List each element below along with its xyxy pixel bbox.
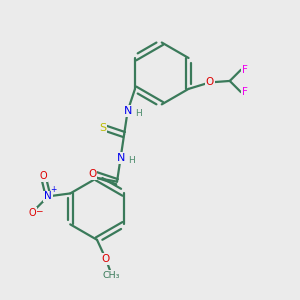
Text: H: H xyxy=(128,156,135,165)
Text: O: O xyxy=(88,169,96,179)
Text: +: + xyxy=(50,185,57,194)
Text: H: H xyxy=(136,109,142,118)
Text: −: − xyxy=(35,207,43,216)
Text: F: F xyxy=(242,65,248,75)
Text: CH₃: CH₃ xyxy=(103,271,121,280)
Text: N: N xyxy=(44,191,52,201)
Text: O: O xyxy=(40,171,47,181)
Text: F: F xyxy=(242,87,248,97)
Text: O: O xyxy=(102,254,110,264)
Text: N: N xyxy=(116,153,125,163)
Text: S: S xyxy=(99,123,106,133)
Text: O: O xyxy=(206,77,214,87)
Text: N: N xyxy=(124,106,132,116)
Text: O: O xyxy=(28,208,36,218)
